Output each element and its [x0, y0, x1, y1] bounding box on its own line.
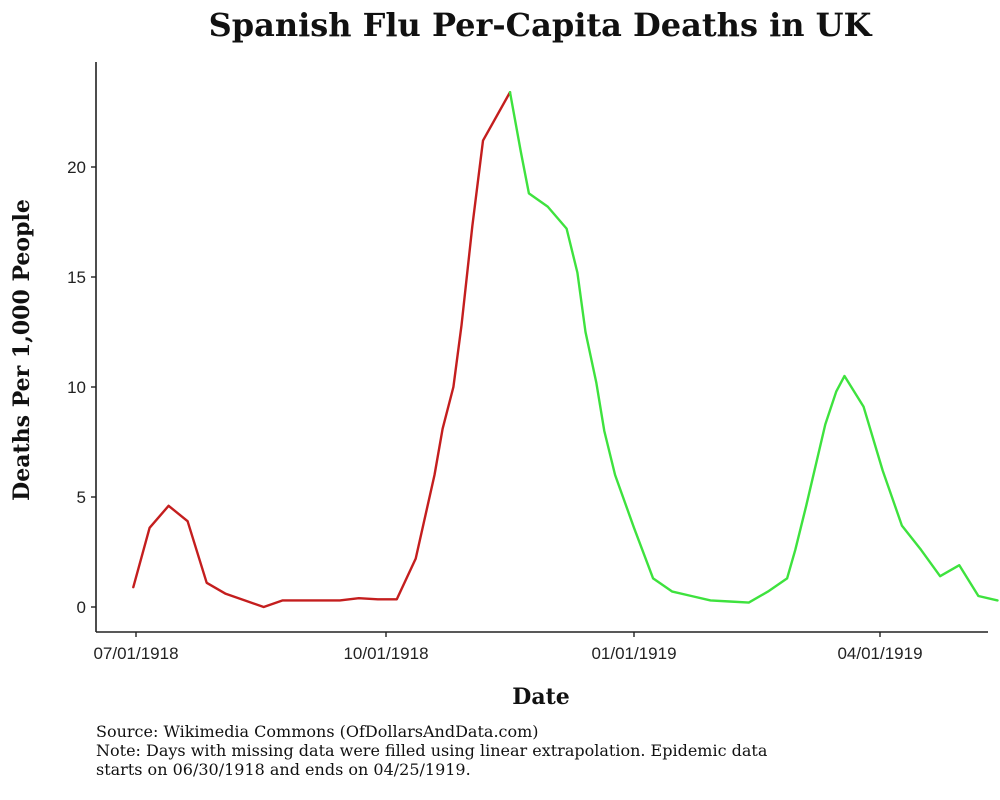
axes: [95, 62, 988, 633]
caption-source: Source: Wikimedia Commons (OfDollarsAndD…: [96, 722, 539, 741]
x-axis-title: Date: [512, 684, 570, 710]
caption: Source: Wikimedia Commons (OfDollarsAndD…: [96, 722, 767, 779]
x-tick-label: 01/01/1919: [591, 644, 676, 663]
caption-note-line1: Note: Days with missing data were filled…: [96, 741, 768, 760]
ticks: 0 5 10 15 20 07/01/1918 10/01/1918 01/01/1919 04…: [67, 158, 922, 663]
series-line-before-peak: [132, 90, 512, 609]
y-tick-label: 10: [67, 378, 86, 397]
y-tick-label: 20: [67, 158, 86, 177]
x-tick-label: 10/01/1918: [343, 644, 428, 663]
y-tick-label: 5: [77, 488, 86, 507]
y-tick-label: 0: [77, 598, 86, 617]
y-tick-label: 15: [67, 268, 86, 287]
series-line-after-peak: [508, 90, 999, 604]
caption-note-line2: starts on 06/30/1918 and ends on 04/25/1…: [96, 760, 471, 779]
x-tick-label: 07/01/1918: [93, 644, 178, 663]
chart-title: Spanish Flu Per-Capita Deaths in UK: [208, 6, 872, 44]
series-group: [132, 90, 999, 609]
y-axis-title: Deaths Per 1,000 People: [9, 199, 35, 501]
x-tick-label: 04/01/1919: [837, 644, 922, 663]
